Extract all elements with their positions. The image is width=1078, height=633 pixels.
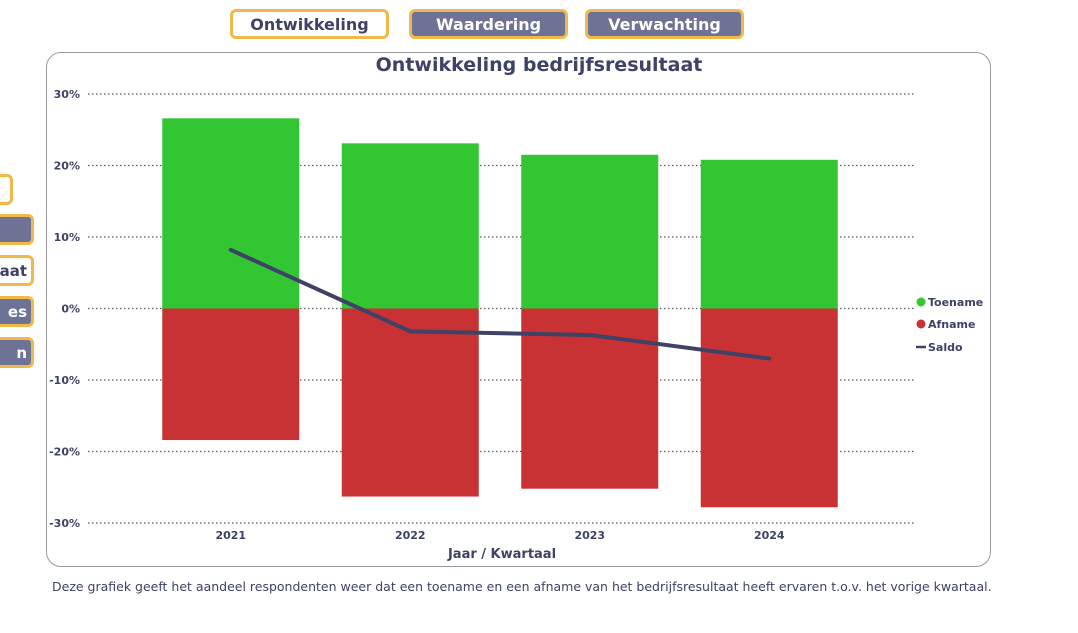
tab-waardering[interactable]: Waardering <box>409 9 568 39</box>
y-tick-label: 20% <box>54 160 80 173</box>
bar-toename <box>700 159 838 309</box>
y-tick-label: 30% <box>54 88 80 101</box>
legend-label-afname: Afname <box>928 318 975 331</box>
legend-label-toename: Toename <box>928 296 983 309</box>
tab-verwachting[interactable]: Verwachting <box>585 9 744 39</box>
x-tick-label: 2023 <box>574 529 605 542</box>
bar-toename <box>521 154 659 309</box>
line-saldo <box>228 247 772 361</box>
y-tick-label: 10% <box>54 231 80 244</box>
side-button-4[interactable]: es <box>0 296 34 327</box>
x-tick-label: 2022 <box>395 529 426 542</box>
x-axis-label: Jaar / Kwartaal <box>447 547 556 562</box>
x-tick-label: 2024 <box>754 529 785 542</box>
bar-toename <box>341 143 479 309</box>
side-button-5[interactable]: n <box>0 337 34 368</box>
bar-afname <box>521 308 659 489</box>
y-tick-label: -10% <box>49 374 80 387</box>
legend-label-saldo: Saldo <box>928 341 963 354</box>
bar-afname <box>700 308 838 508</box>
y-tick-label: -30% <box>49 517 80 530</box>
bar-afname <box>162 308 300 441</box>
x-tick-label: 2021 <box>215 529 246 542</box>
bar-toename <box>162 118 300 309</box>
bar-afname <box>341 308 479 497</box>
footnote: Deze grafiek geeft het aandeel responden… <box>52 579 992 594</box>
y-tick-label: -20% <box>49 446 80 459</box>
side-button-1[interactable] <box>0 174 13 205</box>
y-tick-label: 0% <box>61 303 80 316</box>
side-button-2[interactable] <box>0 214 34 245</box>
chart-title: Ontwikkeling bedrijfsresultaat <box>375 54 703 76</box>
legend-afname-marker <box>916 319 926 329</box>
tab-ontwikkeling[interactable]: Ontwikkeling <box>230 9 389 39</box>
side-button-3[interactable]: aat <box>0 255 34 286</box>
legend-toename-marker <box>916 297 926 307</box>
